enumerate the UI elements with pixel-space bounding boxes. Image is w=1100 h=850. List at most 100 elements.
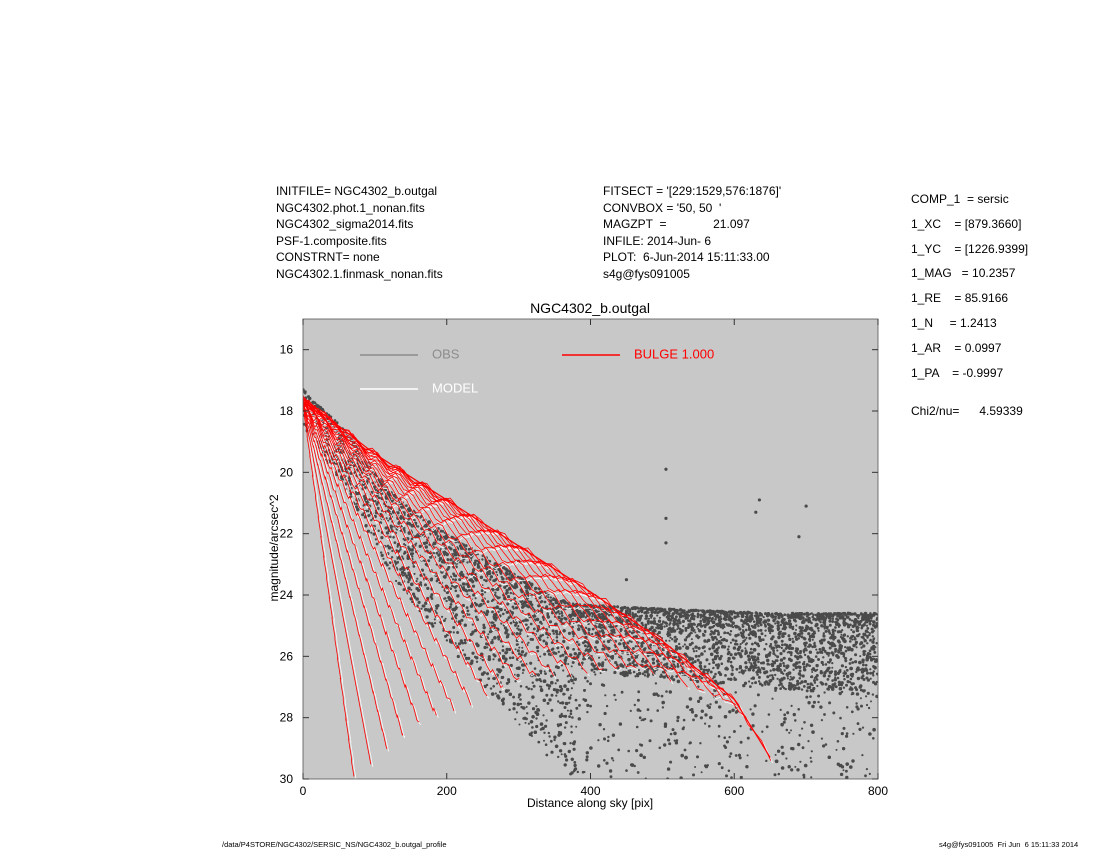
obs-point — [536, 649, 540, 653]
obs-point — [723, 615, 727, 618]
obs-point — [480, 589, 484, 593]
obs-point — [498, 670, 502, 674]
obs-point — [570, 725, 573, 728]
obs-point — [563, 726, 567, 729]
obs-point — [461, 582, 466, 586]
obs-point — [774, 654, 777, 657]
obs-point — [550, 599, 553, 602]
obs-point — [782, 676, 786, 680]
obs-point — [716, 614, 720, 617]
obs-point — [546, 612, 549, 615]
obs-point — [830, 633, 834, 637]
obs-point — [782, 625, 787, 630]
obs-point — [823, 627, 826, 630]
obs-point — [712, 675, 716, 679]
obs-point — [482, 623, 486, 627]
obs-point — [552, 598, 556, 601]
obs-point — [494, 619, 497, 622]
obs-point — [625, 769, 628, 772]
obs-point — [737, 753, 741, 757]
obs-point — [684, 629, 688, 632]
obs-point — [512, 695, 515, 699]
obs-point — [694, 631, 697, 634]
obs-point — [708, 609, 711, 613]
obs-point — [537, 740, 541, 744]
obs-point — [407, 580, 410, 584]
obs-point — [803, 679, 808, 684]
obs-point — [766, 682, 771, 686]
obs-point — [651, 657, 655, 661]
obs-point — [711, 644, 716, 648]
obs-point — [839, 716, 842, 720]
obs-point — [566, 675, 569, 678]
obs-point — [536, 708, 540, 712]
obs-point — [380, 551, 383, 554]
obs-point — [466, 609, 470, 613]
obs-point — [735, 667, 739, 671]
obs-point — [443, 531, 446, 534]
obs-point — [862, 623, 866, 627]
obs-point — [799, 760, 802, 763]
obs-point — [875, 622, 878, 626]
obs-point — [603, 737, 606, 741]
obs-point — [481, 554, 484, 557]
obs-point — [727, 769, 731, 772]
obs-point — [658, 746, 662, 750]
obs-point — [739, 775, 743, 779]
obs-point — [720, 766, 724, 770]
obs-point — [855, 692, 860, 696]
obs-point — [395, 579, 398, 583]
obs-point — [820, 737, 824, 740]
obs-point — [756, 673, 759, 676]
param-n: 1_N = 1.2413 — [911, 315, 997, 330]
obs-point — [669, 732, 673, 736]
obs-point — [571, 661, 575, 664]
obs-point — [662, 657, 666, 661]
obs-point — [826, 668, 830, 672]
obs-point — [682, 645, 685, 648]
obs-point — [801, 620, 805, 625]
obs-point — [446, 558, 450, 562]
obs-point — [497, 696, 501, 700]
obs-point — [646, 675, 650, 678]
obs-point — [438, 537, 442, 542]
obs-point — [544, 724, 548, 728]
obs-point — [545, 641, 548, 644]
obs-point — [703, 650, 706, 653]
obs-point — [503, 608, 507, 612]
obs-point — [486, 572, 490, 575]
obs-point — [731, 708, 735, 712]
obs-point — [750, 677, 753, 680]
obs-point — [695, 650, 698, 652]
obs-point — [601, 647, 605, 651]
obs-point — [558, 685, 563, 689]
obs-point — [692, 609, 696, 613]
obs-point — [807, 632, 811, 636]
obs-point — [675, 675, 679, 678]
obs-point — [498, 596, 501, 599]
obs-point — [545, 693, 549, 697]
obs-point — [684, 755, 688, 760]
obs-point — [789, 675, 792, 678]
obs-point — [829, 660, 832, 663]
obs-point — [572, 747, 576, 751]
obs-point — [475, 660, 479, 663]
obs-point — [699, 624, 704, 628]
obs-point — [766, 662, 770, 666]
obs-point — [697, 627, 700, 630]
obs-point — [668, 690, 672, 694]
obs-point — [499, 690, 502, 694]
obs-point — [754, 664, 758, 667]
obs-point — [696, 615, 700, 619]
obs-point — [676, 662, 680, 666]
obs-point — [370, 519, 373, 522]
obs-point — [643, 674, 647, 677]
obs-point — [788, 625, 793, 629]
obs-point — [466, 561, 469, 564]
obs-point — [852, 643, 856, 648]
obs-point — [787, 671, 792, 675]
obs-point — [751, 682, 754, 685]
obs-point — [561, 714, 564, 718]
obs-point — [808, 650, 813, 654]
obs-point — [701, 618, 704, 621]
